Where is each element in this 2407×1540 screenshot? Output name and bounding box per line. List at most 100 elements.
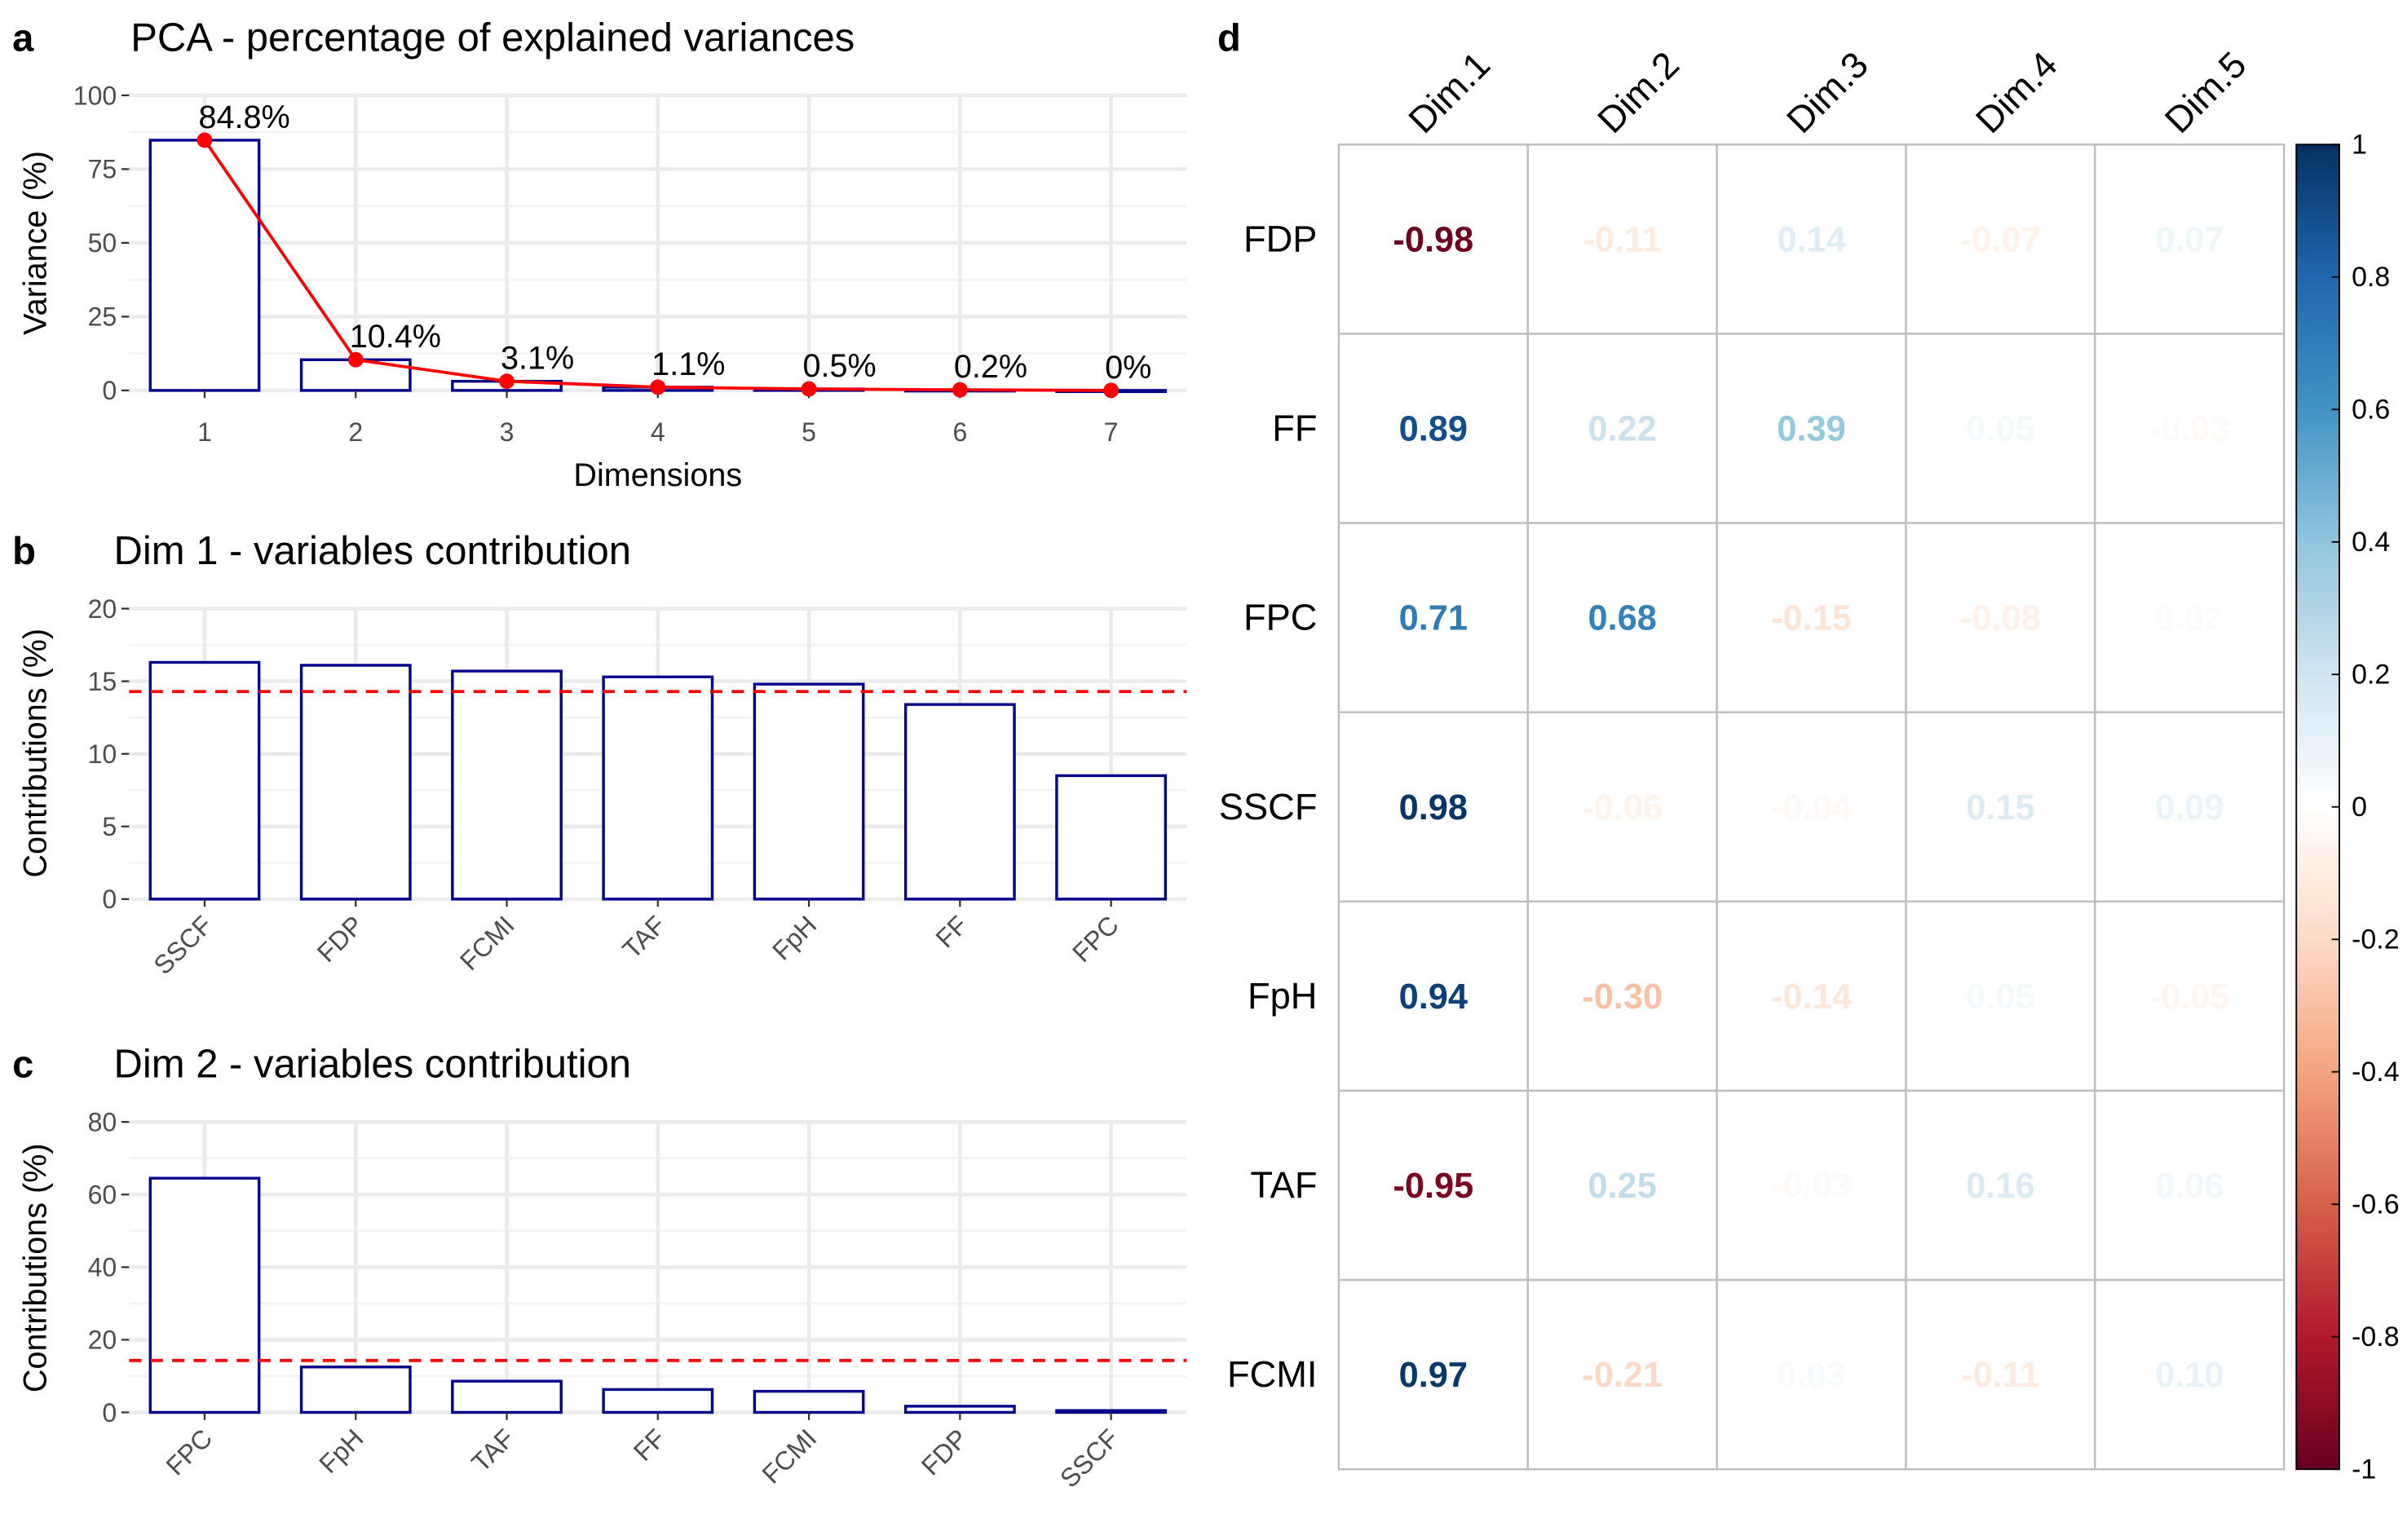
- heatmap-cell-value: 0.94: [1399, 977, 1468, 1017]
- panel-b-xtick-label: FCMI: [454, 910, 520, 976]
- colorbar-ticks: 1 0.8 0.6 0.4 0.2 0 -0.2 -0.4 -0.6 -0.8 -1: [2331, 130, 2400, 1485]
- colorbar-tick-label: -0.2: [2352, 924, 2399, 955]
- colorbar-tick-label: 0.8: [2352, 262, 2390, 293]
- panel-a-trend-point: [650, 379, 666, 395]
- heatmap-row-label: TAF: [1250, 1164, 1317, 1206]
- panel-label-c: c: [12, 1043, 33, 1086]
- panel-a-ytick-label: 100: [73, 81, 117, 110]
- heatmap-cell-value: 0.14: [1777, 220, 1845, 259]
- panel-b-ytick-label: 15: [88, 667, 117, 696]
- heatmap-cell-value: 0.98: [1399, 788, 1468, 827]
- heatmap-cell: [1716, 333, 1907, 524]
- panel-b-bar: [602, 675, 714, 901]
- heatmap-column-label: Dim.2: [1589, 43, 1687, 141]
- heatmap-cell: [1337, 1278, 1529, 1471]
- heatmap-cell-value: 0.05: [1966, 410, 2034, 449]
- heatmap-column-label: Dim.1: [1401, 43, 1499, 141]
- panel-a-bar: [148, 139, 261, 392]
- panel-a-title: PCA - percentage of explained variances: [130, 15, 855, 60]
- heatmap-cell-value: 0.22: [1588, 410, 1656, 449]
- heatmap-cell-value: 0.06: [2155, 1167, 2224, 1206]
- panel-a: a PCA - percentage of explained variance…: [12, 15, 1187, 493]
- colorbar-tick-label: 0: [2352, 792, 2367, 823]
- panel-b-y-axis-label: Contributions (%): [18, 629, 54, 878]
- heatmap-cell-value: 0.05: [1966, 977, 2034, 1017]
- panel-label-a: a: [12, 15, 34, 59]
- panel-a-xtick-label: 1: [197, 417, 212, 447]
- panel-c-y-axis-label: Contributions (%): [18, 1143, 54, 1392]
- panel-a-xtick-label: 4: [651, 417, 665, 447]
- panel-c-bar: [451, 1379, 563, 1414]
- panel-a-value-label: 0%: [1105, 350, 1151, 386]
- colorbar-tick-label: -0.4: [2352, 1057, 2399, 1088]
- colorbar-tick-label: 0.2: [2352, 660, 2390, 691]
- heatmap-cell-value: 0.25: [1588, 1167, 1656, 1206]
- panel-b-bar: [1055, 774, 1168, 901]
- panel-c-ytick-label: 20: [88, 1326, 117, 1355]
- heatmap-cell: [1526, 1089, 1718, 1282]
- heatmap-cell: [1716, 711, 1907, 903]
- panel-label-b: b: [12, 529, 36, 572]
- heatmap-cell-value: 0.68: [1588, 599, 1656, 638]
- heatmap-cell-value: 0.09: [2155, 788, 2224, 827]
- heatmap-cell-value: 0.89: [1399, 410, 1468, 449]
- panel-a-value-label: 10.4%: [350, 319, 441, 355]
- heatmap-row-label: FDP: [1243, 218, 1317, 259]
- panel-b-ytick-label: 0: [102, 885, 117, 914]
- panel-a-xtick-label: 7: [1104, 417, 1119, 447]
- heatmap-cell: [1716, 1278, 1907, 1471]
- heatmap-cell-value: -0.05: [2149, 977, 2230, 1017]
- panel-c-bar: [903, 1405, 1016, 1414]
- heatmap-cell: [2094, 143, 2286, 335]
- panel-a-y-axis-label: Variance (%): [18, 151, 54, 335]
- heatmap-cell: [1337, 333, 1529, 524]
- heatmap-cell-value: -0.98: [1393, 220, 1473, 259]
- heatmap-cell-value: 0.10: [2155, 1356, 2224, 1395]
- panel-c-xtick-label: FF: [628, 1423, 671, 1467]
- panel-c: c Dim 2 - variables contribution 0 20 40 60…: [12, 1043, 1187, 1494]
- heatmap-cell: [1905, 1089, 2096, 1282]
- colorbar-tick-label: 0.4: [2352, 527, 2390, 558]
- panel-b-xtick-label: FPC: [1067, 910, 1124, 968]
- panel-d: d -0.98 -0.11 0.14 -0.07 0.07 FDP 0.89 0.22 0.39…: [1217, 15, 2400, 1485]
- heatmap-cell-value: 0.15: [1966, 788, 2034, 827]
- panel-c-xtick-label: FDP: [916, 1423, 974, 1481]
- heatmap-cell: [1716, 900, 1907, 1092]
- heatmap-cell-value: -0.15: [1771, 599, 1852, 638]
- heatmap-cell: [1337, 1089, 1529, 1282]
- panel-c-xtick-label: FpH: [313, 1423, 369, 1479]
- panel-b-xtick-label: TAF: [617, 910, 672, 964]
- panel-a-trend-point: [952, 382, 968, 398]
- heatmap-cell: [1526, 1278, 1718, 1471]
- panel-a-trend-point: [197, 132, 213, 148]
- heatmap-cell: [1716, 1089, 1907, 1282]
- heatmap-cell: [2094, 1089, 2286, 1282]
- heatmap-column-label: Dim.5: [2157, 43, 2255, 141]
- heatmap-cell-value: 0.07: [2155, 220, 2224, 259]
- heatmap-cell: [2094, 1278, 2286, 1471]
- heatmap-column-label: Dim.4: [1968, 43, 2065, 141]
- heatmap-cell-value: -0.14: [1771, 977, 1852, 1017]
- panel-a-value-label: 3.1%: [501, 341, 574, 377]
- panel-a-xtick-label: 2: [348, 417, 363, 447]
- heatmap-cell: [1905, 333, 2096, 524]
- heatmap-cell: [1905, 711, 2096, 903]
- heatmap-cell: [2094, 333, 2286, 524]
- panel-c-title: Dim 2 - variables contribution: [113, 1043, 631, 1087]
- panel-b-xtick-label: SSCF: [148, 910, 218, 980]
- panel-a-trend-point: [1103, 382, 1120, 399]
- panel-a-ytick-label: 75: [88, 155, 117, 184]
- heatmap-cell: [2094, 711, 2286, 903]
- heatmap-cell-value: -0.11: [1961, 1356, 2039, 1395]
- heatmap-cell-value: 0.02: [2155, 599, 2224, 638]
- heatmap-cell-value: 0.16: [1966, 1167, 2034, 1206]
- heatmap-cell: [1337, 711, 1529, 903]
- heatmap-cell-value: -0.11: [1583, 220, 1661, 259]
- heatmap-cell: [1905, 1278, 2096, 1471]
- heatmap-cell-value: -0.03: [2149, 410, 2230, 449]
- heatmap-cell-value: -0.30: [1582, 977, 1663, 1017]
- panel-b-bar: [753, 682, 865, 901]
- panel-a-value-label: 84.8%: [198, 99, 289, 135]
- panel-a-ytick-label: 50: [88, 228, 117, 258]
